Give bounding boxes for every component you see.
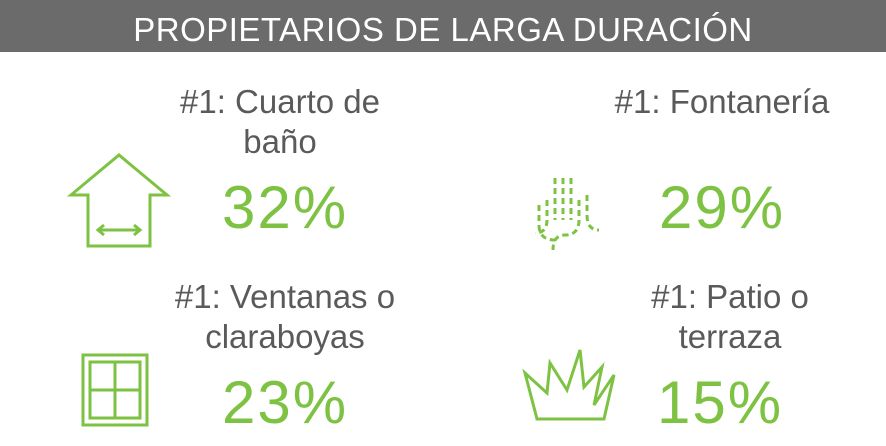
item-label: baño bbox=[243, 123, 317, 160]
window-icon bbox=[81, 353, 149, 427]
item-value: 29% bbox=[658, 174, 786, 241]
item-value: 32% bbox=[221, 174, 349, 241]
item-value: 23% bbox=[221, 369, 349, 436]
item-label: #1: Ventanas o bbox=[174, 278, 396, 315]
item-label: #1: Fontanería bbox=[614, 83, 830, 120]
item-label: #1: Cuarto de bbox=[180, 83, 380, 120]
house-icon bbox=[66, 153, 172, 248]
grass-icon bbox=[522, 349, 616, 421]
header-title: PROPIETARIOS DE LARGA DURACIÓN bbox=[133, 11, 753, 48]
header: PROPIETARIOS DE LARGA DURACIÓN bbox=[0, 0, 886, 52]
item-label: #1: Patio o bbox=[651, 278, 809, 315]
item-value: 15% bbox=[656, 369, 784, 436]
item-label: terraza bbox=[678, 318, 782, 355]
item-label: claraboyas bbox=[205, 318, 365, 355]
plumbing-icon bbox=[534, 178, 600, 251]
